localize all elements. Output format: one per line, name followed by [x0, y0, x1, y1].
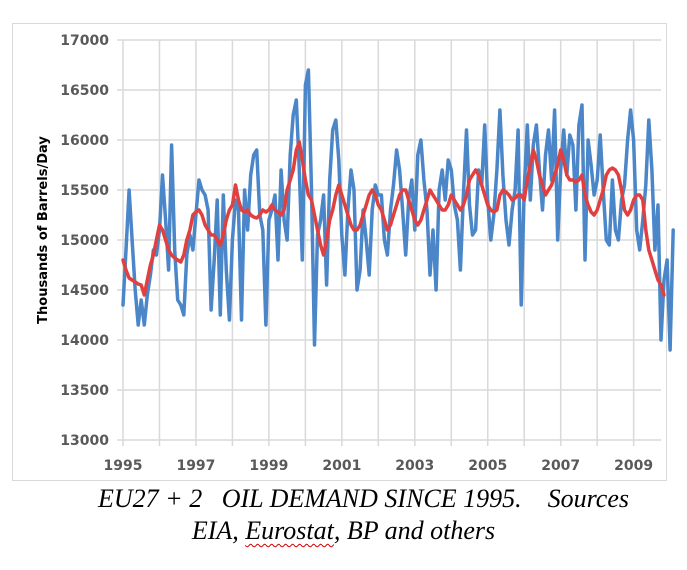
- y-tick-label: 14500: [60, 283, 109, 299]
- x-tick-label: 2001: [322, 458, 361, 474]
- oil-demand-chart: 13000 13500 14000 14500 15000 15500 16000 16500…: [36, 33, 675, 474]
- caption-sources-a: EIA,: [191, 516, 246, 545]
- y-tick-label: 14000: [60, 333, 109, 349]
- caption-sources-eurostat: Eurostat: [245, 516, 334, 545]
- y-tick-label: 16000: [60, 133, 109, 149]
- y-tick-label: 13000: [60, 433, 109, 449]
- x-tick-label: 2007: [541, 458, 580, 474]
- y-tick-label: 17000: [60, 33, 109, 49]
- x-tick-label: 1999: [249, 458, 288, 474]
- series-line-monthly: [121, 68, 675, 352]
- caption-line-2: EIA, Eurostat, BP and others: [0, 515, 687, 547]
- y-tick-label: 13500: [60, 383, 109, 399]
- x-tick-label: 2009: [614, 458, 653, 474]
- y-tick-label: 16500: [60, 83, 109, 99]
- caption-sources-b: , BP and others: [333, 516, 496, 545]
- chart-frame: [12, 23, 667, 481]
- x-tick-label: 2005: [468, 458, 507, 474]
- y-axis-label: Thousands of Barrels/Day: [36, 136, 51, 324]
- y-tick-label: 15000: [60, 233, 109, 249]
- figure-caption: EU27 + 2 OIL DEMAND SINCE 1995. Sources …: [0, 483, 687, 547]
- x-tick-label: 1997: [176, 458, 215, 474]
- caption-line-1: EU27 + 2 OIL DEMAND SINCE 1995. Sources: [97, 484, 630, 513]
- x-tick-label: 2003: [395, 458, 434, 474]
- x-tick-label: 1995: [104, 458, 143, 474]
- y-tick-label: 15500: [60, 183, 109, 199]
